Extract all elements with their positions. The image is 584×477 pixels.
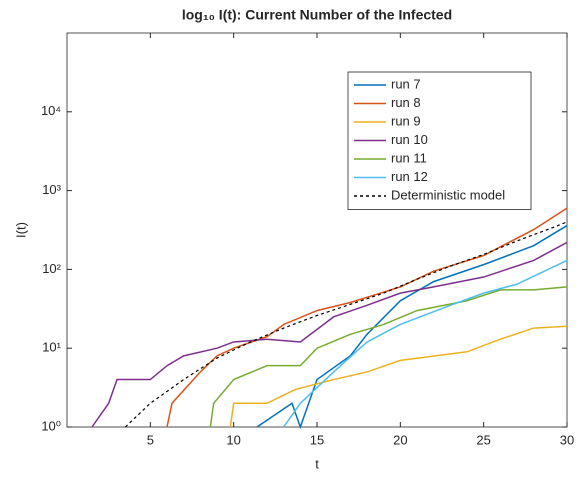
legend-label: run 11 (391, 150, 427, 165)
x-tick-label: 30 (560, 432, 574, 447)
y-tick-label: 10⁴ (41, 103, 61, 118)
legend-label: run 7 (391, 76, 421, 91)
series-line (124, 221, 568, 428)
series-line (166, 207, 568, 428)
x-axis-label: t (315, 456, 319, 471)
x-tick-label: 20 (393, 432, 407, 447)
y-axis-label: I(t) (13, 222, 28, 238)
y-tick-label: 10³ (42, 182, 61, 197)
legend-label: run 12 (391, 169, 428, 184)
legend-label: run 9 (391, 113, 421, 128)
series-line (91, 241, 568, 428)
x-tick-label: 10 (226, 432, 240, 447)
series-line (256, 224, 568, 430)
legend-label: run 10 (391, 132, 428, 147)
y-tick-label: 10² (42, 261, 61, 276)
chart-title: log₁₀ I(t): Current Number of the Infect… (182, 7, 452, 23)
series-line (283, 259, 568, 428)
x-tick-label: 15 (310, 432, 324, 447)
y-tick-label: 10¹ (42, 340, 61, 355)
x-tick-label: 5 (147, 432, 154, 447)
y-tick-label: 10⁰ (41, 418, 61, 433)
series-line (229, 325, 568, 428)
x-tick-label: 25 (476, 432, 490, 447)
legend-label: Deterministic model (391, 187, 505, 202)
series-line (209, 286, 568, 428)
legend-label: run 8 (391, 95, 421, 110)
